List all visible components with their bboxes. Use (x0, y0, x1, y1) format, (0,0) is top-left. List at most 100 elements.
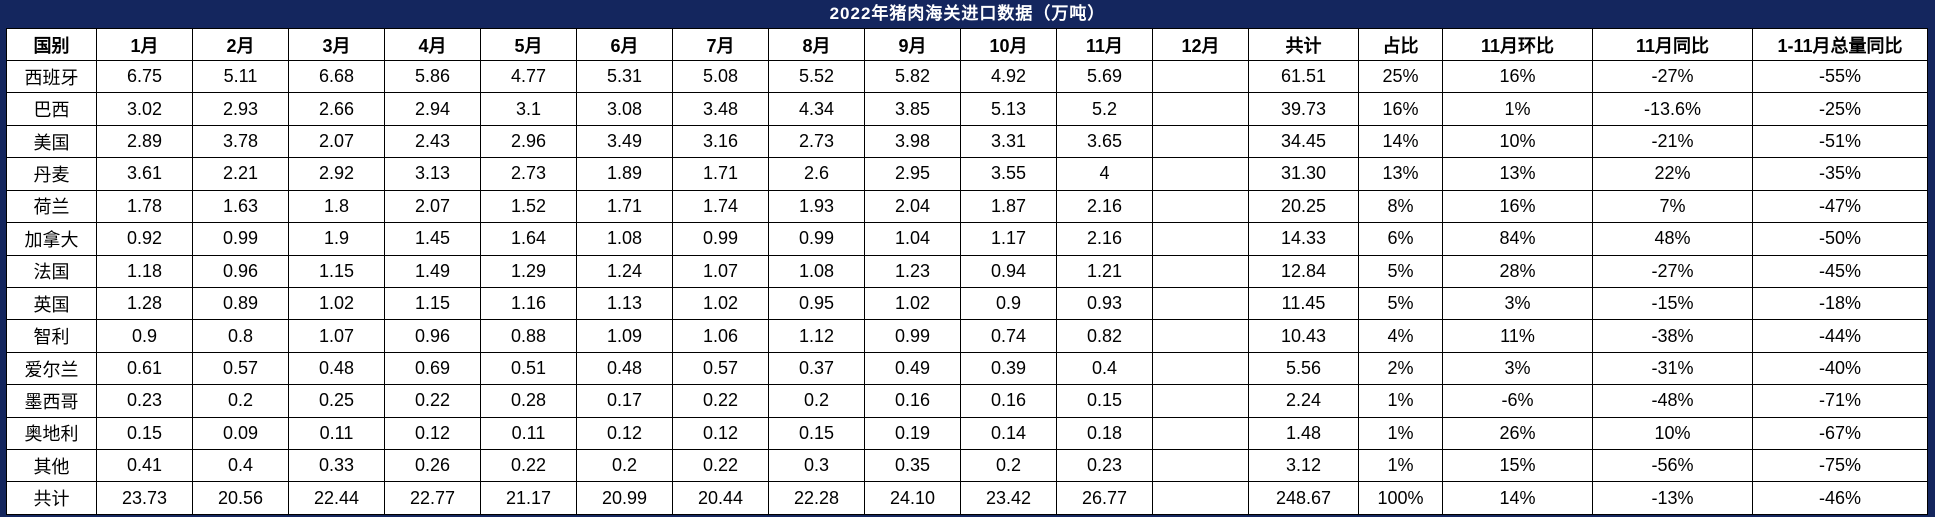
value-cell: -75% (1752, 449, 1928, 483)
value-cell: 10% (1442, 124, 1593, 159)
value-cell: 2.21 (192, 157, 289, 191)
country-cell: 智利 (6, 319, 97, 353)
value-cell: 0.57 (672, 351, 769, 386)
value-cell: 4% (1358, 319, 1443, 353)
value-cell: 22.77 (384, 481, 481, 515)
value-cell: 48% (1592, 222, 1753, 256)
value-cell: 11.45 (1248, 286, 1359, 321)
value-cell (1152, 124, 1249, 159)
value-cell: 1.63 (192, 189, 289, 224)
column-header: 9月 (864, 28, 961, 61)
value-cell: 6.68 (288, 59, 385, 94)
value-cell: 0.95 (768, 286, 865, 321)
value-cell: 1.71 (576, 189, 673, 224)
value-cell: 1.07 (288, 319, 385, 353)
column-header: 8月 (768, 28, 865, 61)
value-cell: 0.48 (288, 351, 385, 386)
value-cell: 0.2 (960, 449, 1057, 483)
value-cell: 0.22 (384, 384, 481, 418)
value-cell: 16% (1442, 189, 1593, 224)
value-cell: 84% (1442, 222, 1593, 256)
value-cell: -44% (1752, 319, 1928, 353)
value-cell: 0.22 (672, 384, 769, 418)
value-cell: 0.82 (1056, 319, 1153, 353)
country-cell: 法国 (6, 254, 97, 288)
value-cell: 16% (1442, 59, 1593, 94)
value-cell: 25% (1358, 59, 1443, 94)
value-cell: 0.23 (1056, 449, 1153, 483)
header-row: 国别 1月 2月 3月 4月 5月 6月 7月 8月 9月 10月 11月 12月 共计 占比 11月环比 11… (6, 28, 1928, 61)
value-cell: 1.07 (672, 254, 769, 288)
country-cell: 丹麦 (6, 157, 97, 191)
value-cell: 5.2 (1056, 92, 1153, 126)
value-cell: 2.89 (96, 124, 193, 159)
value-cell: -13% (1592, 481, 1753, 515)
country-cell: 共计 (6, 481, 97, 515)
value-cell: 3.61 (96, 157, 193, 191)
value-cell: -38% (1592, 319, 1753, 353)
value-cell: 0.28 (480, 384, 577, 418)
value-cell: 5.08 (672, 59, 769, 94)
value-cell: 26% (1442, 416, 1593, 451)
value-cell: 1.09 (576, 319, 673, 353)
value-cell: 61.51 (1248, 59, 1359, 94)
column-header: 11月同比 (1592, 28, 1753, 61)
value-cell: 0.15 (768, 416, 865, 451)
value-cell: 1.29 (480, 254, 577, 288)
value-cell: -18% (1752, 286, 1928, 321)
table-row: 共计 23.73 20.56 22.44 22.77 21.17 20.99 20.44 22.… (6, 481, 1928, 515)
value-cell: 0.57 (192, 351, 289, 386)
value-cell: 1.28 (96, 286, 193, 321)
value-cell: 23.42 (960, 481, 1057, 515)
table-row: 智利 0.9 0.8 1.07 0.96 0.88 1.09 1.06 1.12 0.99 0.74… (6, 319, 1928, 353)
value-cell: 1.02 (864, 286, 961, 321)
value-cell: 0.22 (672, 449, 769, 483)
data-table-container: 国别 1月 2月 3月 4月 5月 6月 7月 8月 9月 10月 11月 12月 共计 占比 11月环比 11… (6, 28, 1928, 515)
country-cell: 美国 (6, 124, 97, 159)
value-cell: 0.89 (192, 286, 289, 321)
value-cell: 1.17 (960, 222, 1057, 256)
value-cell: 1.93 (768, 189, 865, 224)
value-cell: 24.10 (864, 481, 961, 515)
value-cell: 16% (1358, 92, 1443, 126)
value-cell: 2.04 (864, 189, 961, 224)
value-cell: 0.99 (864, 319, 961, 353)
pork-import-table: 国别 1月 2月 3月 4月 5月 6月 7月 8月 9月 10月 11月 12月 共计 占比 11月环比 11… (6, 28, 1928, 515)
value-cell: 0.69 (384, 351, 481, 386)
value-cell: 3.85 (864, 92, 961, 126)
value-cell: 0.15 (96, 416, 193, 451)
value-cell: 0.8 (192, 319, 289, 353)
value-cell: 13% (1358, 157, 1443, 191)
value-cell: 31.30 (1248, 157, 1359, 191)
value-cell: 20.99 (576, 481, 673, 515)
table-row: 丹麦 3.61 2.21 2.92 3.13 2.73 1.89 1.71 2.6 2.95 3.5… (6, 157, 1928, 191)
column-header: 4月 (384, 28, 481, 61)
value-cell: 1.89 (576, 157, 673, 191)
value-cell: 0.4 (1056, 351, 1153, 386)
column-header: 10月 (960, 28, 1057, 61)
value-cell: 10.43 (1248, 319, 1359, 353)
value-cell: -40% (1752, 351, 1928, 386)
column-header: 6月 (576, 28, 673, 61)
column-header: 2月 (192, 28, 289, 61)
value-cell: 5.52 (768, 59, 865, 94)
value-cell: 0.16 (864, 384, 961, 418)
country-cell: 荷兰 (6, 189, 97, 224)
value-cell (1152, 92, 1249, 126)
value-cell: -6% (1442, 384, 1593, 418)
value-cell: -51% (1752, 124, 1928, 159)
value-cell: 1.45 (384, 222, 481, 256)
table-row: 爱尔兰 0.61 0.57 0.48 0.69 0.51 0.48 0.57 0.37 0.49 0… (6, 351, 1928, 386)
value-cell: 0.93 (1056, 286, 1153, 321)
value-cell: 1.48 (1248, 416, 1359, 451)
table-row: 法国 1.18 0.96 1.15 1.49 1.29 1.24 1.07 1.08 1.23 0.… (6, 254, 1928, 288)
value-cell: 20.44 (672, 481, 769, 515)
value-cell: 5.69 (1056, 59, 1153, 94)
value-cell: 10% (1592, 416, 1753, 451)
country-cell: 其他 (6, 449, 97, 483)
value-cell: 2.07 (288, 124, 385, 159)
value-cell: 1% (1442, 92, 1593, 126)
value-cell: 0.41 (96, 449, 193, 483)
value-cell: 0.99 (192, 222, 289, 256)
value-cell: 1.02 (288, 286, 385, 321)
